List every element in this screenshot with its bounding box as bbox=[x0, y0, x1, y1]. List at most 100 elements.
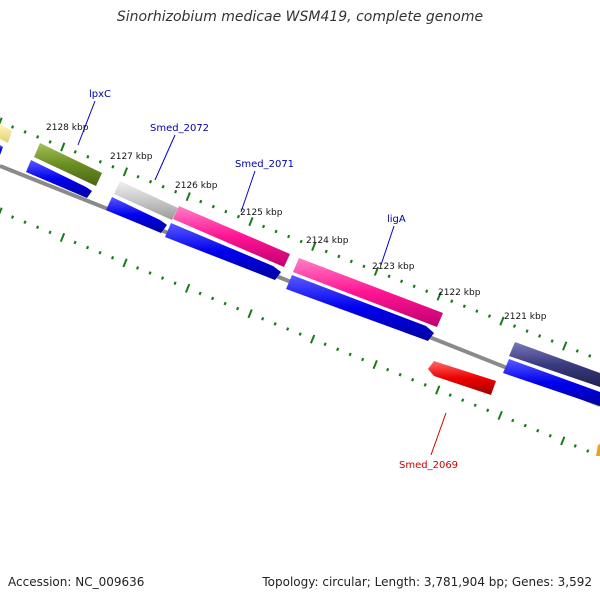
accession-label: Accession: NC_009636 bbox=[8, 575, 145, 589]
tick-mark bbox=[399, 279, 404, 284]
tick-mark bbox=[586, 449, 590, 453]
tick-mark bbox=[499, 316, 505, 326]
cds-features bbox=[0, 145, 600, 406]
tick-mark bbox=[473, 403, 477, 408]
gene-lpxC bbox=[34, 143, 102, 186]
tick-mark bbox=[475, 309, 479, 313]
tick-mark bbox=[398, 372, 402, 377]
tick-mark bbox=[560, 436, 566, 446]
tick-mark bbox=[450, 299, 454, 304]
tick-mark bbox=[35, 225, 40, 230]
tick-mark bbox=[425, 289, 429, 294]
tick-mark bbox=[210, 296, 215, 301]
tick-mark bbox=[337, 254, 341, 259]
tick-mark bbox=[73, 240, 77, 245]
tick-label: 2128 kbp bbox=[46, 123, 89, 133]
tick-mark bbox=[160, 276, 165, 280]
tick-mark bbox=[10, 125, 15, 129]
cds-arrow bbox=[503, 359, 600, 406]
tick-mark bbox=[497, 410, 503, 420]
tick-mark bbox=[311, 241, 317, 251]
tick-mark bbox=[512, 324, 517, 328]
tick-mark bbox=[135, 266, 140, 270]
tick-mark bbox=[461, 398, 465, 403]
gene-Smed_2069 bbox=[428, 361, 496, 395]
gene-label-Smed_2069: Smed_2069 bbox=[399, 460, 458, 471]
tick-mark bbox=[298, 332, 302, 336]
tick-mark bbox=[349, 259, 353, 264]
tick-mark bbox=[287, 234, 291, 239]
tick-mark bbox=[148, 271, 152, 275]
tick-mark bbox=[324, 249, 328, 254]
gene-label-Smed_2071: Smed_2071 bbox=[235, 159, 294, 170]
gene-label-Smed_2072: Smed_2072 bbox=[150, 123, 209, 134]
tick-mark bbox=[536, 428, 540, 433]
tick-mark bbox=[98, 250, 102, 255]
tick-mark bbox=[274, 229, 278, 234]
gene-labels: lpxC Smed_2072 Smed_2071 ligA Smed_2069 bbox=[89, 89, 458, 471]
tick-label: 2126 kbp bbox=[175, 181, 218, 191]
tick-mark bbox=[525, 329, 529, 333]
gene-Smed_2071 bbox=[173, 206, 290, 267]
gene-navy bbox=[509, 342, 600, 387]
tick-mark bbox=[550, 339, 554, 343]
tick-mark bbox=[412, 284, 416, 289]
tick-mark bbox=[60, 142, 66, 152]
tick-mark bbox=[436, 291, 442, 301]
tick-mark bbox=[185, 192, 191, 202]
label-connectors bbox=[77, 100, 447, 456]
tick-mark bbox=[462, 304, 466, 309]
tick-mark bbox=[273, 322, 277, 326]
gene-label-lpxC: lpxC bbox=[89, 89, 111, 100]
tick-mark bbox=[36, 135, 40, 139]
tick-mark bbox=[286, 327, 290, 331]
cds-arrow bbox=[26, 160, 92, 198]
tick-mark bbox=[309, 334, 316, 344]
tick-mark bbox=[211, 204, 215, 209]
tick-mark bbox=[98, 159, 102, 164]
tick-mark bbox=[223, 301, 227, 306]
tick-mark bbox=[10, 215, 15, 219]
tick-mark bbox=[562, 341, 568, 351]
tick-mark bbox=[173, 281, 177, 286]
tick-mark bbox=[261, 316, 265, 321]
tick-mark bbox=[362, 264, 366, 269]
cds-arrow bbox=[286, 275, 434, 341]
tick-mark bbox=[336, 347, 340, 352]
tick-mark bbox=[487, 314, 492, 318]
tick-mark bbox=[411, 377, 415, 382]
tick-mark bbox=[435, 385, 441, 395]
tick-mark bbox=[511, 418, 515, 423]
tick-mark bbox=[548, 433, 552, 438]
tick-mark bbox=[136, 174, 140, 179]
tick-mark bbox=[423, 383, 427, 387]
tick-mark bbox=[48, 230, 52, 235]
tick-mark bbox=[575, 349, 579, 353]
tick-mark bbox=[199, 199, 203, 204]
tick-mark bbox=[85, 245, 90, 250]
tick-mark bbox=[235, 306, 240, 311]
gene-yellow-partial bbox=[0, 124, 12, 143]
inner-tick-row bbox=[0, 207, 590, 453]
tick-label: 2124 kbp bbox=[306, 236, 349, 246]
tick-label: 2121 kbp bbox=[504, 312, 547, 322]
tick-mark bbox=[373, 266, 380, 276]
tick-mark bbox=[110, 255, 115, 260]
tick-mark bbox=[122, 258, 128, 268]
tick-label: 2123 kbp bbox=[372, 262, 415, 272]
tick-mark bbox=[261, 224, 266, 229]
cds-arrow bbox=[106, 197, 167, 233]
tick-mark bbox=[372, 360, 378, 370]
tick-mark bbox=[486, 408, 490, 413]
tick-mark bbox=[122, 167, 129, 177]
tick-mark bbox=[161, 184, 165, 189]
tick-mark bbox=[588, 354, 592, 358]
tick-label: 2127 kbp bbox=[110, 152, 153, 162]
tick-mark bbox=[387, 274, 391, 279]
tick-mark bbox=[0, 207, 3, 215]
tick-label: 2125 kbp bbox=[240, 208, 283, 218]
tick-mark bbox=[248, 217, 254, 227]
tick-mark bbox=[537, 334, 542, 338]
gene-ligA bbox=[293, 258, 443, 327]
